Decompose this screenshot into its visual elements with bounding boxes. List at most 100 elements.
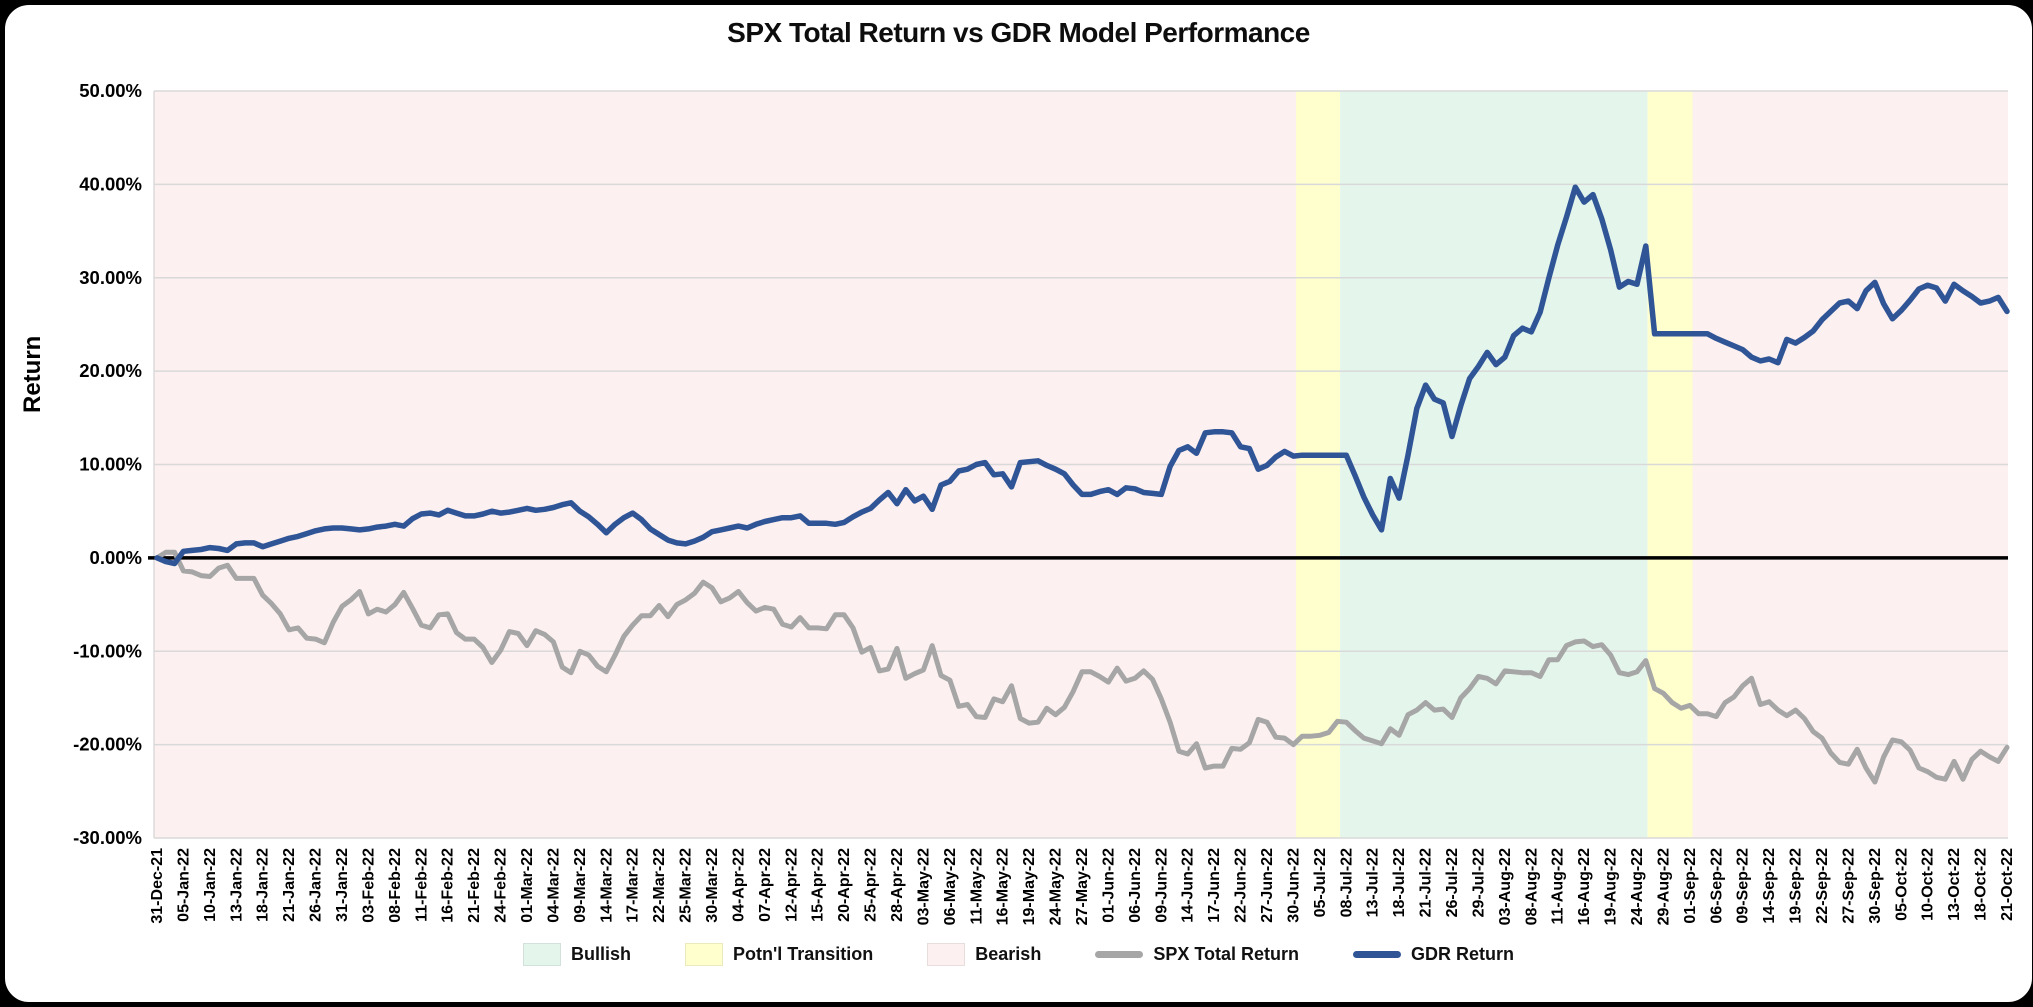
- x-tick-label: 05-Jan-22: [175, 848, 192, 922]
- x-tick-label: 21-Jan-22: [281, 848, 298, 922]
- x-tick-label: 28-Apr-22: [889, 848, 906, 922]
- x-tick-label: 17-Jun-22: [1206, 848, 1223, 923]
- gdr-return-line: [154, 184, 2010, 567]
- x-tick-label: 01-Sep-22: [1682, 848, 1699, 924]
- chart-title: SPX Total Return vs GDR Model Performanc…: [727, 17, 1310, 48]
- x-tick-label: 13-Jul-22: [1365, 848, 1382, 917]
- x-tick-label: 22-Sep-22: [1814, 848, 1831, 924]
- x-tick-label: 18-Jul-22: [1391, 848, 1408, 917]
- x-tick-label: 14-Mar-22: [598, 848, 615, 923]
- y-tick-label: 50.00%: [79, 80, 142, 101]
- x-tick-label: 24-Feb-22: [493, 848, 510, 923]
- legend-item-bullish: Bullish: [522, 943, 631, 966]
- x-tick-label: 05-Oct-22: [1893, 848, 1910, 921]
- legend-label: SPX Total Return: [1153, 944, 1300, 964]
- x-tick-label: 30-Jun-22: [1285, 848, 1302, 923]
- legend-label: Bullish: [570, 944, 631, 964]
- x-tick-label: 04-Mar-22: [545, 848, 562, 923]
- y-tick-label: 0.00%: [90, 547, 142, 568]
- chart-card: SPX Total Return vs GDR Model Performanc…: [3, 3, 2033, 1004]
- x-tick-label: 26-Jan-22: [308, 848, 325, 922]
- x-tick-label: 08-Jul-22: [1338, 848, 1355, 917]
- x-tick-label: 05-Jul-22: [1312, 848, 1329, 917]
- x-tick-label: 20-Apr-22: [836, 848, 853, 922]
- x-tick-label: 22-Mar-22: [651, 848, 668, 923]
- legend-label: GDR Return: [1411, 944, 1515, 964]
- x-tick-label: 27-Jun-22: [1259, 848, 1276, 923]
- x-tick-label: 09-Mar-22: [572, 848, 589, 923]
- x-tick-label: 06-May-22: [942, 848, 959, 925]
- x-tick-label: 01-Jun-22: [1100, 848, 1117, 923]
- x-tick-label: 04-Apr-22: [730, 848, 747, 922]
- y-tick-label: -20.00%: [73, 734, 142, 755]
- x-tick-label: 14-Sep-22: [1761, 848, 1778, 924]
- x-tick-label: 27-Sep-22: [1840, 848, 1857, 924]
- x-tick-label: 07-Apr-22: [757, 848, 774, 922]
- y-tick-label: 20.00%: [79, 360, 142, 381]
- x-tick-label: 31-Jan-22: [334, 848, 351, 922]
- x-tick-label: 30-Sep-22: [1867, 848, 1884, 924]
- x-tick-label: 03-Feb-22: [360, 848, 377, 923]
- x-tick-label: 18-Oct-22: [1973, 848, 1990, 921]
- x-tick-label: 25-Mar-22: [678, 848, 695, 923]
- x-tick-label: 18-Jan-22: [255, 848, 272, 922]
- legend-color-swatch: [522, 943, 561, 966]
- x-tick-label: 08-Aug-22: [1523, 848, 1540, 925]
- x-tick-label: 11-Aug-22: [1550, 848, 1567, 925]
- x-tick-label: 19-Sep-22: [1788, 848, 1805, 924]
- x-tick-label: 17-Mar-22: [625, 848, 642, 923]
- legend-label: Bearish: [975, 944, 1042, 964]
- chart-legend: Bullish Potn'l Transition Bearish SPX Total…: [5, 943, 2032, 966]
- x-tick-label: 11-Feb-22: [413, 848, 430, 922]
- x-tick-label: 29-Jul-22: [1470, 848, 1487, 917]
- x-tick-label: 19-Aug-22: [1603, 848, 1620, 925]
- x-tick-label: 11-May-22: [968, 848, 985, 925]
- x-tick-label: 12-Apr-22: [783, 848, 800, 922]
- x-tick-label: 01-Mar-22: [519, 848, 536, 923]
- y-tick-label: 40.00%: [79, 173, 142, 194]
- x-tick-label: 09-Sep-22: [1735, 848, 1752, 924]
- legend-item-bearish: Bearish: [927, 943, 1041, 966]
- x-tick-label: 10-Jan-22: [202, 848, 219, 922]
- x-tick-label: 15-Apr-22: [810, 848, 827, 922]
- x-tick-label: 29-Aug-22: [1655, 848, 1672, 925]
- x-tick-label: 21-Oct-22: [1999, 848, 2016, 921]
- x-tick-label: 16-Aug-22: [1576, 848, 1593, 925]
- x-tick-label: 27-May-22: [1074, 848, 1091, 925]
- legend-color-swatch: [684, 943, 723, 966]
- y-tick-label: -10.00%: [73, 640, 142, 661]
- x-tick-label: 08-Feb-22: [387, 848, 404, 923]
- x-tick-label: 10-Oct-22: [1920, 848, 1937, 921]
- x-tick-label: 13-Oct-22: [1946, 848, 1963, 921]
- legend-color-swatch: [927, 943, 966, 966]
- x-tick-label: 03-Aug-22: [1497, 848, 1514, 925]
- line-chart: 50.00% 40.00% 30.00% 20.00% 10.00% 0.00% -10.0…: [73, 80, 2016, 925]
- x-tick-label: 21-Jul-22: [1418, 848, 1435, 917]
- x-tick-label: 30-Mar-22: [704, 848, 721, 923]
- x-tick-label: 22-Jun-22: [1233, 848, 1250, 923]
- x-tick-label: 19-May-22: [1021, 848, 1038, 925]
- x-tick-label: 06-Jun-22: [1127, 848, 1144, 923]
- x-tick-label: 31-Dec-21: [149, 848, 166, 924]
- legend-line-swatch: [1095, 951, 1144, 958]
- y-tick-label: 10.00%: [79, 454, 142, 475]
- x-tick-label: 09-Jun-22: [1153, 848, 1170, 923]
- x-tick-label: 25-Apr-22: [863, 848, 880, 922]
- legend-item-spx-total-return: SPX Total Return: [1095, 944, 1299, 965]
- y-tick-label: -30.00%: [73, 827, 142, 848]
- x-tick-label: 06-Sep-22: [1708, 848, 1725, 924]
- x-tick-label: 16-May-22: [995, 848, 1012, 925]
- y-tick-label: 30.00%: [79, 267, 142, 288]
- x-tick-label: 16-Feb-22: [440, 848, 457, 923]
- x-tick-label: 24-May-22: [1048, 848, 1065, 925]
- x-tick-label: 13-Jan-22: [228, 848, 245, 922]
- legend-line-swatch: [1353, 951, 1402, 958]
- spx-total-return-line: [154, 549, 2010, 785]
- x-tick-label: 03-May-22: [915, 848, 932, 925]
- x-tick-label: 24-Aug-22: [1629, 848, 1646, 925]
- x-tick-label: 21-Feb-22: [466, 848, 483, 923]
- legend-item-gdr-return: GDR Return: [1353, 944, 1514, 965]
- x-tick-label: 14-Jun-22: [1180, 848, 1197, 923]
- x-tick-label: 26-Jul-22: [1444, 848, 1461, 917]
- legend-label: Potn'l Transition: [732, 944, 874, 964]
